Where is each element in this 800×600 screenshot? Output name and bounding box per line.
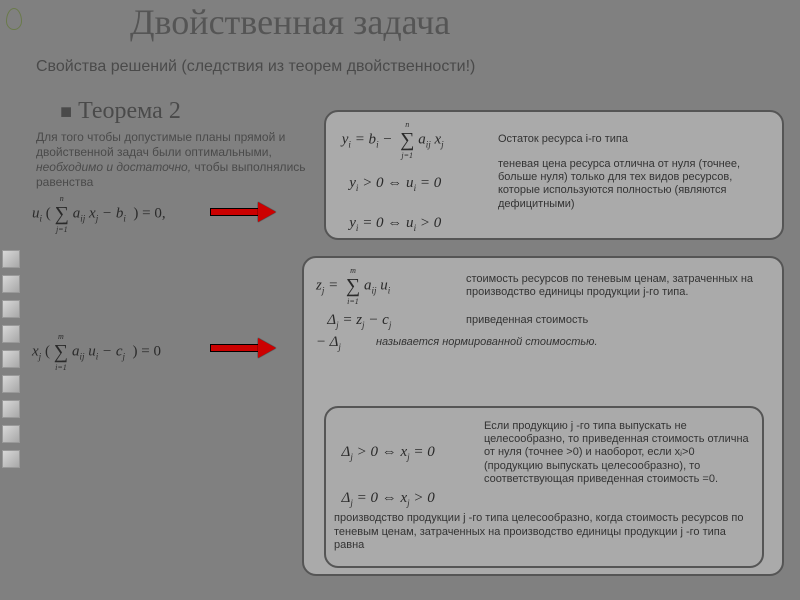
eq-y-zero: yi = 0 ⇔ ui > 0 [338,215,498,233]
equation-u: ui (n∑j=1aij xj − bi ) = 0, [32,200,166,228]
eq-y-definition: yi = bi − n∑j=1aij xj [338,126,498,154]
eq-delta: Δj = zj − cj [316,312,466,330]
equation-x: xj (m∑i=1aij ui − cj ) = 0 [32,338,161,366]
eq-delta-zero: Δj = 0 ⇔ xj > 0 [334,490,484,508]
arrow-right-icon [210,202,280,222]
label-shadow-price: теневая цена ресурса отлична от нуля (то… [498,158,770,211]
label-normalized-cost: называется нормированной стоимостью. [376,336,598,349]
arrow-right-icon [210,338,280,358]
eq-z-definition: zj = m∑i=1aij ui [316,272,466,300]
slide-subtitle: Свойства решений (следствия из теорем дв… [36,58,475,76]
decorative-left-strip [0,0,28,600]
slide-title: Двойственная задача [130,4,450,42]
label-bottom-note: производство продукции j -го типа целесо… [334,512,758,553]
leaf-logo-icon [6,8,22,30]
eq-minus-delta: − Δj [316,334,376,352]
eq-delta-pos: Δj > 0 ⇔ xj = 0 [334,444,484,462]
label-condition-explain: Если продукцию j -го типа выпускать не ц… [484,420,754,486]
theorem-paragraph: Для того чтобы допустимые планы прямой и… [36,130,326,190]
label-reduced-cost: приведенная стоимость [466,314,588,327]
theorem-heading: ■Теорема 2 [60,98,181,125]
box-conditions: Δj > 0 ⇔ xj = 0 Если продукцию j -го тип… [324,406,764,568]
box-reduced-cost: zj = m∑i=1aij ui стоимость ресурсов по т… [302,256,784,576]
box-resource-remainder: yi = bi − n∑j=1aij xj Остаток ресурса i-… [324,110,784,240]
theorem-label: Теорема 2 [78,98,181,124]
eq-y-pos: yi > 0 ⇔ ui = 0 [338,175,498,193]
label-z: стоимость ресурсов по теневым ценам, зат… [466,273,766,299]
label-remainder: Остаток ресурса i-го типа [498,133,628,146]
